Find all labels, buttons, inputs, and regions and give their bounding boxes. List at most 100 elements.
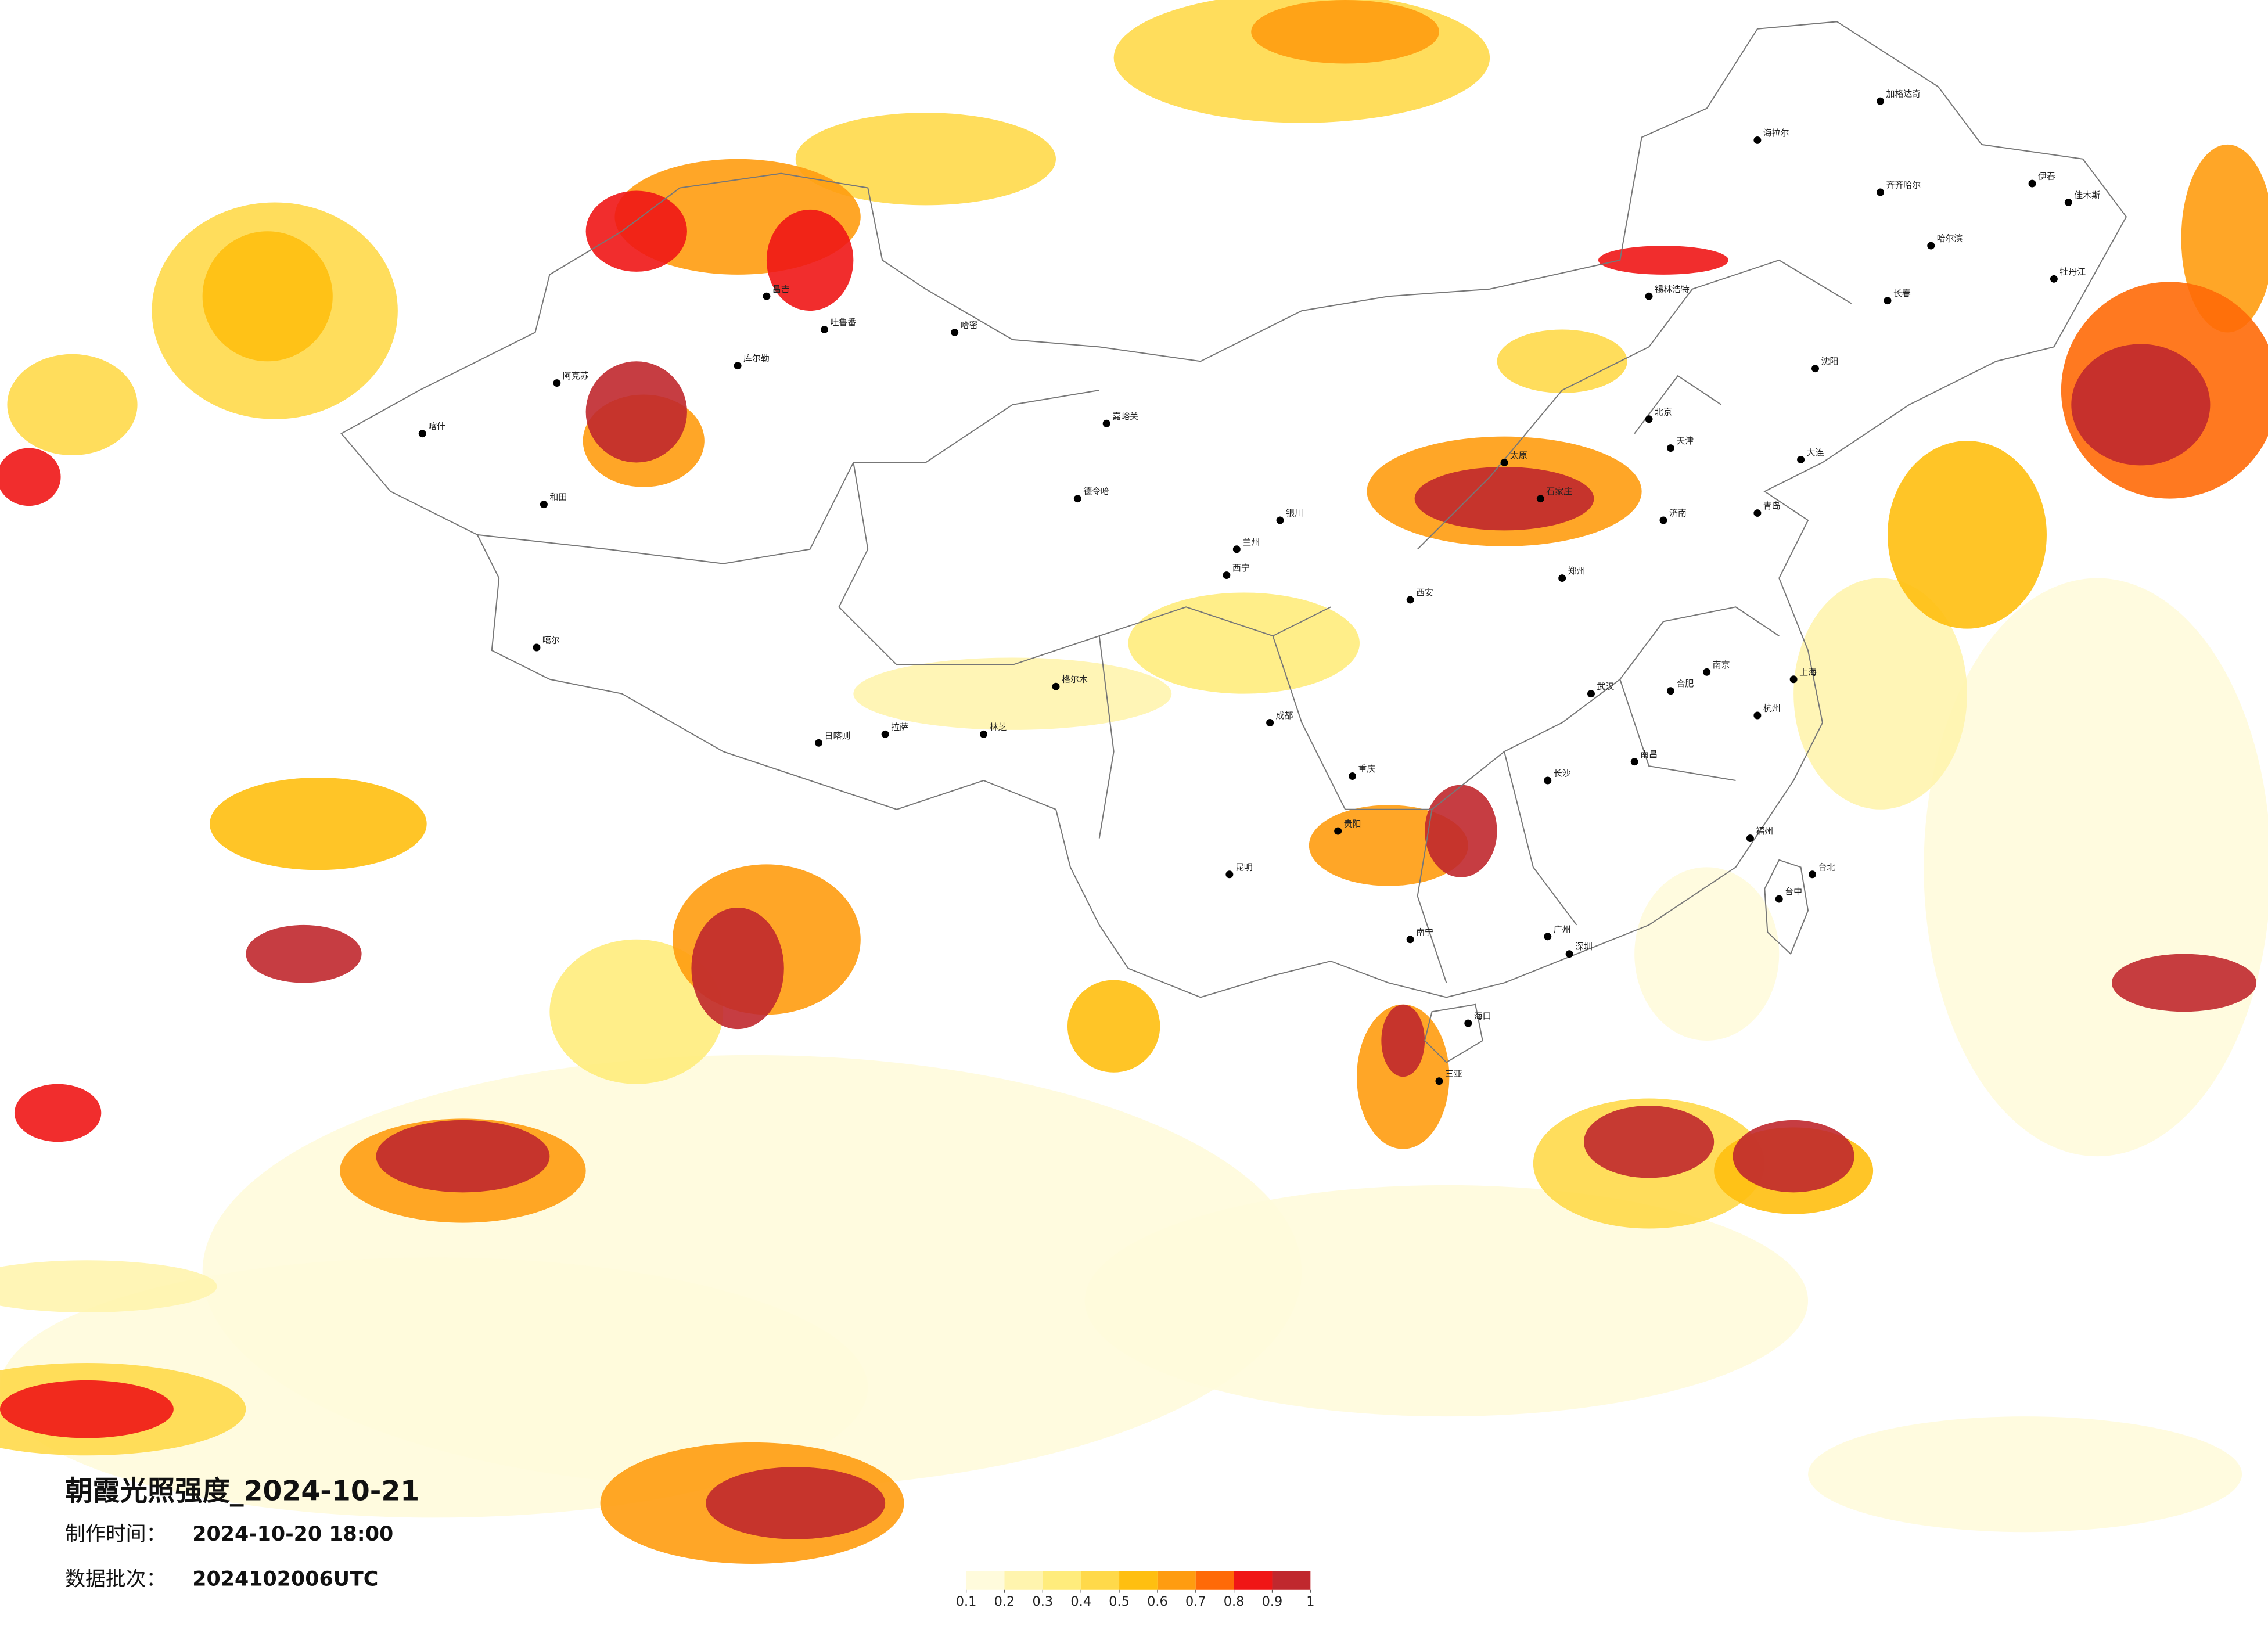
intensity-patch: [1634, 867, 1780, 1041]
city-dot: [1797, 455, 1805, 463]
batch-label: 数据批次：: [65, 1567, 166, 1591]
city-dot: [1223, 571, 1231, 580]
batch: 2024102006UTC: [192, 1567, 378, 1591]
city-dot: [1811, 365, 1819, 373]
intensity-patch: [202, 231, 333, 362]
city-dot: [1877, 97, 1885, 105]
made-time: 2024-10-20 18:00: [192, 1523, 393, 1546]
city-label: 郑州: [1568, 566, 1586, 576]
city-dot: [1753, 509, 1762, 517]
city-dot: [881, 730, 889, 738]
city-label: 青岛: [1763, 501, 1781, 511]
city-label: 北京: [1655, 406, 1672, 417]
colorbar: 0.1 0.2 0.3 0.4 0.5 0.6 0.7 0.8 0.9 1: [956, 1571, 1314, 1609]
city-dot: [1500, 458, 1508, 466]
intensity-patch: [1793, 578, 1967, 810]
city-dot: [1544, 776, 1552, 785]
colorbar-swatch: [1234, 1571, 1273, 1590]
city-dot: [1753, 136, 1762, 144]
city-dot: [1703, 668, 1711, 676]
city-dot: [1406, 936, 1414, 944]
city-dot: [1349, 772, 1357, 780]
intensity-patch: [766, 209, 854, 311]
city-dot: [1789, 675, 1798, 684]
city-label: 吐鲁番: [831, 317, 857, 328]
intensity-patch: [585, 190, 687, 272]
city-label: 台中: [1785, 887, 1802, 897]
city-label: 银川: [1286, 508, 1303, 519]
intensity-patch: [549, 939, 724, 1084]
city-label: 林芝: [989, 722, 1007, 732]
city-label: 哈尔滨: [1937, 233, 1963, 244]
city-label: 重庆: [1358, 764, 1376, 774]
intensity-patch: [7, 354, 138, 455]
city-label: 南昌: [1640, 749, 1658, 760]
city-dot: [540, 501, 548, 509]
city-label: 伊春: [2038, 171, 2055, 182]
intensity-patch: [2071, 344, 2211, 466]
city-label: 格尔木: [1062, 674, 1088, 685]
city-label: 沈阳: [1821, 356, 1838, 366]
city-label: 深圳: [1575, 941, 1593, 952]
city-dot: [2028, 179, 2036, 188]
colorbar-swatch: [966, 1571, 1005, 1590]
intensity-patch: [2112, 954, 2257, 1012]
intensity-patch: [246, 924, 362, 983]
city-dot: [1753, 711, 1762, 720]
city-dot: [1587, 690, 1595, 698]
city-dot: [763, 292, 771, 300]
city-label: 成都: [1276, 710, 1293, 721]
city-label: 西宁: [1232, 563, 1250, 573]
intensity-patch: [1598, 246, 1729, 275]
city-dot: [1073, 495, 1081, 503]
intensity-patch: [706, 1467, 886, 1539]
city-dot: [2064, 198, 2072, 206]
city-dot: [1746, 834, 1754, 843]
city-label: 南宁: [1416, 927, 1433, 937]
colorbar-swatch: [1195, 1571, 1234, 1590]
intensity-patch: [1497, 329, 1627, 393]
city-dot: [553, 379, 561, 387]
colorbar-swatch: [1081, 1571, 1120, 1590]
intensity-patch: [585, 361, 687, 463]
colorbar-tick-label: 0.7: [1185, 1594, 1206, 1609]
colorbar-tick-label: 1: [1306, 1594, 1314, 1609]
city-label: 嘉峪关: [1112, 411, 1138, 422]
intensity-patch: [1733, 1120, 1854, 1193]
intensity-patch: [1251, 0, 1439, 64]
intensity-patch: [691, 908, 784, 1030]
city-label: 日喀则: [825, 731, 851, 741]
city-dot: [1406, 596, 1414, 604]
intensity-patch: [210, 778, 427, 870]
city-dot: [1630, 758, 1638, 766]
city-dot: [980, 730, 987, 738]
city-dot: [533, 643, 541, 652]
city-label: 拉萨: [891, 722, 908, 732]
intensity-field: [0, 0, 2268, 1564]
intensity-patch: [795, 113, 1056, 206]
city-dot: [2050, 275, 2058, 283]
city-label: 南京: [1713, 660, 1730, 670]
city-dot: [734, 362, 742, 370]
city-label: 广州: [1554, 924, 1571, 934]
colorbar-swatch: [1004, 1571, 1043, 1590]
city-label: 武汉: [1597, 681, 1614, 692]
intensity-patch: [1128, 592, 1360, 694]
city-dot: [418, 430, 426, 438]
intensity-patch: [853, 657, 1172, 730]
city-label: 牡丹江: [2059, 267, 2086, 277]
city-dot: [1232, 545, 1241, 553]
city-dot: [1544, 933, 1552, 941]
city-label: 贵阳: [1344, 819, 1361, 829]
intensity-patch: [1414, 466, 1594, 531]
intensity-patch: [1888, 441, 2047, 629]
city-dot: [1666, 444, 1674, 452]
city-label: 台北: [1818, 862, 1835, 872]
city-label: 加格达奇: [1886, 89, 1921, 99]
country-border: [340, 21, 2127, 998]
city-dot: [1809, 870, 1816, 879]
city-dot: [1536, 495, 1544, 503]
intensity-patch: [1584, 1106, 1715, 1178]
